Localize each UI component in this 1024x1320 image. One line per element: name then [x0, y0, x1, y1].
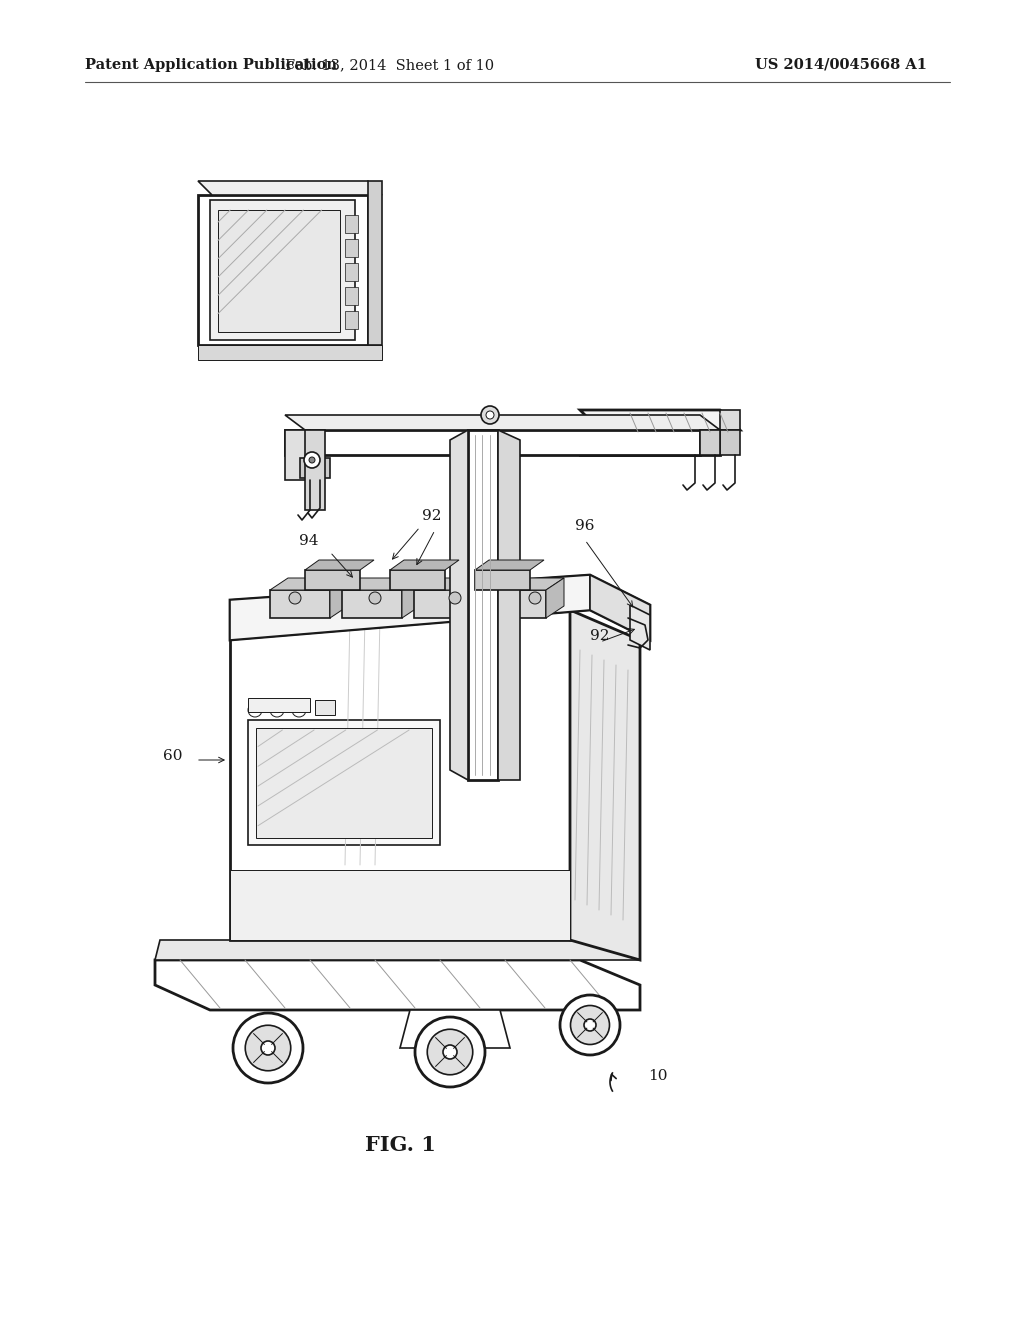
- Polygon shape: [270, 578, 348, 590]
- Polygon shape: [256, 729, 432, 838]
- Ellipse shape: [233, 1012, 303, 1082]
- Circle shape: [486, 411, 494, 418]
- Polygon shape: [486, 578, 564, 590]
- Polygon shape: [720, 411, 740, 430]
- Circle shape: [369, 591, 381, 605]
- Ellipse shape: [443, 1045, 457, 1059]
- Polygon shape: [285, 414, 720, 430]
- Text: FIG. 1: FIG. 1: [365, 1135, 435, 1155]
- Polygon shape: [248, 719, 440, 845]
- Circle shape: [289, 591, 301, 605]
- Polygon shape: [590, 576, 650, 640]
- Polygon shape: [270, 590, 330, 618]
- Polygon shape: [342, 578, 420, 590]
- Text: 92: 92: [422, 510, 441, 523]
- Text: 10: 10: [648, 1069, 668, 1082]
- Ellipse shape: [261, 1041, 275, 1055]
- Polygon shape: [630, 605, 650, 649]
- Polygon shape: [468, 430, 498, 780]
- Polygon shape: [155, 940, 640, 960]
- Polygon shape: [230, 870, 570, 940]
- Polygon shape: [475, 570, 530, 590]
- Ellipse shape: [570, 1006, 609, 1044]
- Circle shape: [309, 457, 315, 463]
- Ellipse shape: [560, 995, 620, 1055]
- Polygon shape: [155, 960, 640, 1010]
- Circle shape: [449, 591, 461, 605]
- Polygon shape: [390, 560, 459, 570]
- Polygon shape: [285, 430, 310, 480]
- Polygon shape: [248, 698, 310, 711]
- Text: 60: 60: [164, 748, 183, 763]
- Text: 96: 96: [575, 519, 595, 533]
- Circle shape: [292, 704, 306, 717]
- Ellipse shape: [246, 1026, 291, 1071]
- Text: 92: 92: [590, 630, 609, 643]
- Polygon shape: [285, 430, 700, 455]
- Polygon shape: [414, 578, 492, 590]
- Ellipse shape: [415, 1016, 485, 1086]
- Polygon shape: [305, 560, 374, 570]
- Polygon shape: [486, 590, 546, 618]
- Polygon shape: [546, 578, 564, 618]
- Polygon shape: [230, 576, 590, 640]
- Polygon shape: [474, 578, 492, 618]
- Polygon shape: [368, 181, 382, 345]
- Polygon shape: [345, 286, 358, 305]
- Polygon shape: [475, 560, 544, 570]
- Polygon shape: [414, 590, 474, 618]
- Polygon shape: [198, 195, 368, 345]
- Polygon shape: [720, 430, 740, 455]
- Polygon shape: [450, 430, 468, 780]
- Circle shape: [248, 704, 262, 717]
- Polygon shape: [700, 430, 720, 455]
- Polygon shape: [580, 430, 720, 455]
- Polygon shape: [345, 239, 358, 257]
- Ellipse shape: [427, 1030, 473, 1074]
- Polygon shape: [580, 411, 740, 430]
- Text: US 2014/0045668 A1: US 2014/0045668 A1: [755, 58, 927, 73]
- Ellipse shape: [584, 1019, 596, 1031]
- Polygon shape: [400, 1010, 510, 1048]
- Polygon shape: [342, 590, 402, 618]
- Polygon shape: [230, 576, 650, 640]
- Circle shape: [304, 451, 319, 469]
- Text: Patent Application Publication: Patent Application Publication: [85, 58, 337, 73]
- Circle shape: [529, 591, 541, 605]
- Text: Feb. 13, 2014  Sheet 1 of 10: Feb. 13, 2014 Sheet 1 of 10: [286, 58, 495, 73]
- Polygon shape: [498, 430, 520, 780]
- Polygon shape: [402, 578, 420, 618]
- Polygon shape: [210, 201, 355, 341]
- Polygon shape: [390, 570, 445, 590]
- Polygon shape: [300, 458, 330, 478]
- Polygon shape: [345, 312, 358, 329]
- Polygon shape: [345, 263, 358, 281]
- Polygon shape: [198, 345, 382, 360]
- Polygon shape: [305, 430, 325, 510]
- Polygon shape: [305, 570, 360, 590]
- Polygon shape: [198, 181, 382, 195]
- Polygon shape: [330, 578, 348, 618]
- Polygon shape: [230, 610, 570, 940]
- Polygon shape: [315, 700, 335, 715]
- Circle shape: [481, 407, 499, 424]
- Polygon shape: [218, 210, 340, 333]
- Polygon shape: [570, 610, 640, 960]
- Circle shape: [270, 704, 284, 717]
- Polygon shape: [345, 215, 358, 234]
- Text: 94: 94: [299, 535, 318, 548]
